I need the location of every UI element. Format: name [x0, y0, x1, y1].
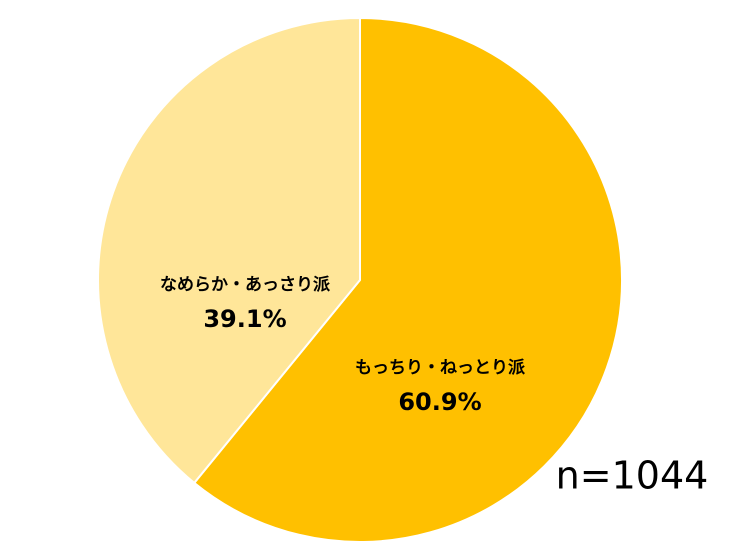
- slice-label: なめらか・あっさり派: [160, 275, 331, 295]
- sample-size: n=1044: [556, 454, 709, 498]
- slice-label: もっちり・ねっとり派: [355, 358, 526, 378]
- pie-slice: [192, 16, 623, 543]
- pie-slice: [97, 16, 361, 485]
- value-label: 60.9%: [398, 388, 481, 416]
- value-label: 39.1%: [203, 305, 286, 333]
